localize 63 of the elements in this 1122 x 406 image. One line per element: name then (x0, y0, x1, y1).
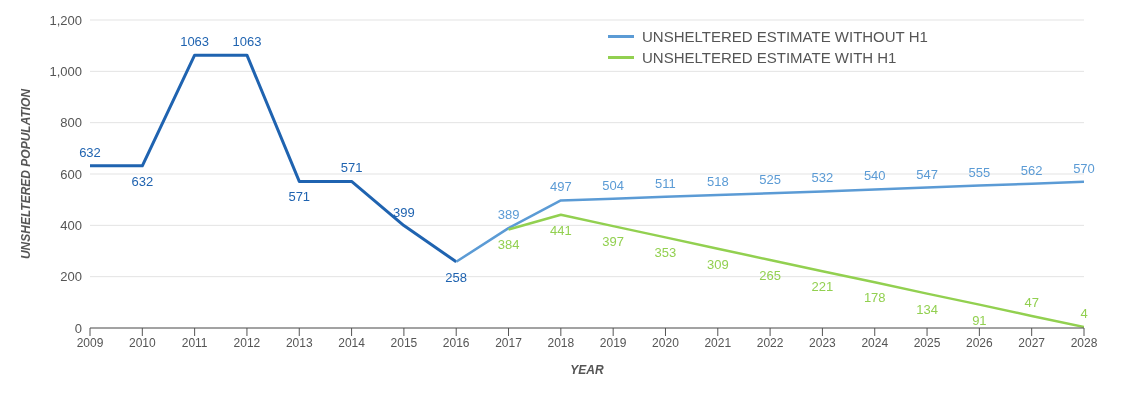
y-tick-label: 400 (60, 217, 82, 233)
data-label: 1063 (180, 34, 210, 50)
data-label: 178 (863, 290, 886, 306)
data-label: 632 (131, 173, 154, 189)
data-label: 532 (811, 170, 834, 186)
x-tick-label: 2021 (704, 335, 732, 350)
data-label: 4 (1080, 305, 1088, 321)
x-tick-label: 2011 (181, 335, 208, 350)
y-tick-label: 800 (60, 115, 82, 131)
data-label: 540 (863, 168, 886, 184)
y-tick-label: 200 (60, 269, 82, 285)
data-label: 134 (916, 301, 938, 317)
data-label: 258 (445, 269, 468, 285)
x-tick-label: 2015 (390, 335, 418, 350)
data-label: 1063 (232, 34, 262, 50)
data-label: 384 (497, 237, 520, 253)
y-tick-label: 600 (60, 166, 82, 182)
data-label: 570 (1073, 160, 1095, 176)
x-tick-label: 2017 (495, 335, 523, 350)
data-label: 389 (497, 207, 520, 223)
x-tick-label: 2009 (76, 335, 104, 350)
y-tick-label: 1,200 (49, 12, 82, 28)
data-label: 399 (393, 204, 415, 220)
y-axis-title: UNSHELTERED POPULATION (19, 88, 34, 260)
x-tick-label: 2014 (338, 335, 366, 350)
x-axis-title: YEAR (570, 363, 604, 377)
data-label: 571 (288, 189, 311, 205)
x-tick-label: 2010 (128, 335, 156, 350)
data-label: 47 (1024, 294, 1039, 310)
data-label: 309 (706, 256, 729, 272)
data-label: 571 (340, 160, 363, 176)
y-tick-label: 1,000 (49, 63, 82, 79)
x-tick-label: 2012 (233, 335, 261, 350)
data-label: 511 (655, 175, 676, 191)
x-tick-label: 2022 (756, 335, 784, 350)
data-label: 91 (972, 312, 987, 328)
x-tick-label: 2019 (599, 335, 627, 350)
data-label: 562 (1020, 162, 1043, 178)
data-label: 504 (602, 177, 625, 193)
x-tick-label: 2016 (442, 335, 470, 350)
data-label: 632 (79, 144, 101, 160)
x-tick-label: 2024 (861, 335, 889, 350)
x-tick-label: 2025 (913, 335, 941, 350)
y-tick-label: 0 (74, 320, 82, 336)
data-label: 441 (549, 222, 572, 238)
data-label: 497 (549, 179, 572, 195)
data-label: 518 (706, 174, 729, 190)
data-label: 353 (654, 245, 677, 261)
data-label: 555 (968, 164, 991, 180)
x-tick-label: 2028 (1070, 335, 1098, 350)
legend-label: UNSHELTERED ESTIMATE WITH H1 (642, 49, 897, 66)
data-label: 525 (759, 172, 781, 188)
x-tick-label: 2020 (652, 335, 680, 350)
x-tick-label: 2018 (547, 335, 575, 350)
data-label: 265 (759, 267, 781, 283)
data-label: 221 (811, 279, 834, 295)
x-tick-label: 2023 (809, 335, 837, 350)
x-tick-label: 2013 (285, 335, 313, 350)
x-tick-label: 2026 (966, 335, 994, 350)
x-tick-label: 2027 (1018, 335, 1046, 350)
data-label: 547 (916, 166, 938, 182)
legend-label: UNSHELTERED ESTIMATE WITHOUT H1 (642, 28, 928, 45)
data-label: 397 (602, 234, 625, 250)
